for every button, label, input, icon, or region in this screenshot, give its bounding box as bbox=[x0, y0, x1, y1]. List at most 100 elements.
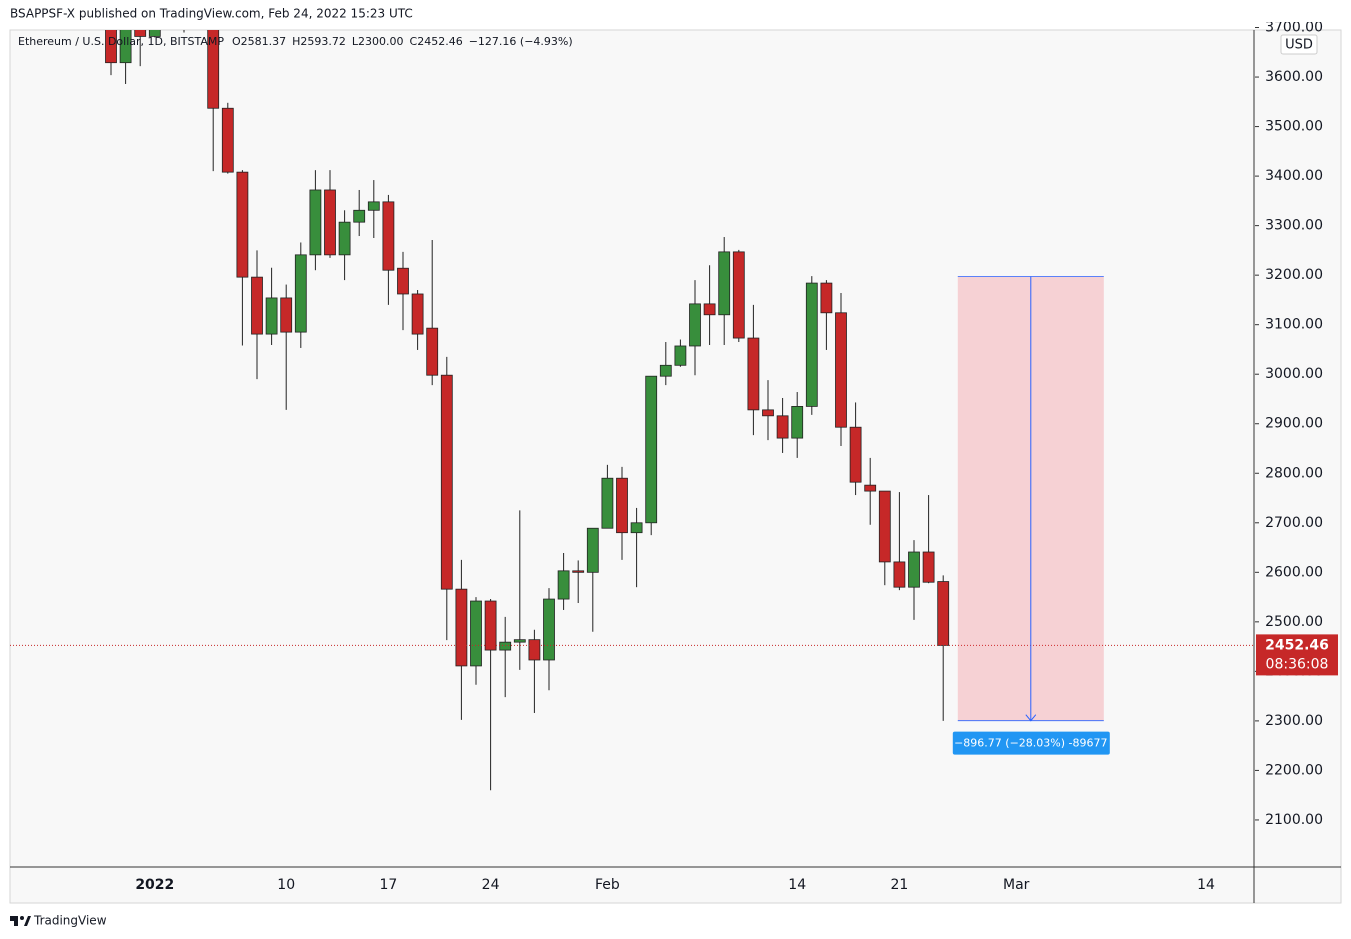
candle-body bbox=[309, 189, 322, 256]
candle-body bbox=[148, 30, 161, 37]
candle-body bbox=[367, 201, 380, 211]
candle-body bbox=[134, 30, 147, 37]
candle-body bbox=[747, 337, 760, 411]
candle-body bbox=[455, 588, 468, 667]
y-tick-label: 3400.00 bbox=[1265, 168, 1323, 184]
y-tick-label: 3500.00 bbox=[1265, 119, 1323, 135]
candle-body bbox=[221, 107, 234, 173]
currency-box bbox=[1280, 34, 1318, 55]
candle-body bbox=[908, 551, 920, 588]
measure-label-box bbox=[952, 731, 1110, 755]
legend-high: H2593.72 bbox=[292, 35, 346, 48]
y-tick-label: 3200.00 bbox=[1265, 267, 1323, 283]
candle-body bbox=[864, 484, 877, 492]
footer-brand: TradingView bbox=[33, 914, 107, 928]
candle-body bbox=[893, 561, 906, 588]
candle-body bbox=[820, 282, 833, 314]
x-tick-label: 2022 bbox=[135, 877, 174, 893]
candle-body bbox=[543, 598, 555, 661]
candle-body bbox=[484, 600, 497, 651]
candle-body bbox=[791, 406, 804, 439]
y-tick-label: 2200.00 bbox=[1265, 762, 1323, 778]
y-tick-label: 3100.00 bbox=[1265, 317, 1323, 333]
candle-body bbox=[674, 345, 687, 366]
candle-body bbox=[513, 639, 526, 643]
publish-header: BSAPPSF-X published on TradingView.com, … bbox=[10, 7, 413, 21]
logo bbox=[10, 916, 31, 926]
candle-body bbox=[470, 600, 482, 667]
candle-body bbox=[528, 639, 541, 661]
legend-change: −127.16 (−4.93%) bbox=[469, 35, 573, 48]
plot bbox=[10, 30, 1254, 791]
candle-body bbox=[689, 303, 701, 347]
legend-low: L2300.00 bbox=[352, 35, 404, 48]
candle-body bbox=[119, 30, 132, 64]
candle-body bbox=[265, 297, 278, 335]
y-tick-label: 2100.00 bbox=[1265, 812, 1323, 828]
y-tick-label: 2900.00 bbox=[1265, 416, 1323, 432]
candle-body bbox=[586, 527, 599, 573]
candle-body bbox=[294, 254, 307, 333]
legend-open: O2581.37 bbox=[232, 35, 286, 48]
candle-body bbox=[703, 303, 716, 316]
y-tick-label: 2300.00 bbox=[1265, 713, 1323, 729]
y-tick-label: 2700.00 bbox=[1265, 515, 1323, 531]
x-tick-label: Feb bbox=[595, 877, 620, 893]
y-tick-label: 3600.00 bbox=[1265, 69, 1323, 85]
candle-body bbox=[776, 415, 789, 439]
candle-body bbox=[557, 570, 570, 600]
last-price-label: 2452.46 bbox=[1265, 637, 1329, 653]
candle-body bbox=[207, 30, 220, 109]
x-tick-label: 21 bbox=[890, 877, 908, 893]
candle-body bbox=[878, 490, 891, 563]
candle-body bbox=[324, 189, 336, 256]
candle-body bbox=[616, 477, 628, 534]
candle-body bbox=[732, 251, 745, 339]
measure-label: −896.77 (−28.03%) -89677 bbox=[954, 737, 1107, 750]
candle-body bbox=[338, 221, 351, 256]
candle-body bbox=[426, 327, 439, 376]
candle-body bbox=[105, 30, 117, 64]
x-tick-label: 14 bbox=[1197, 877, 1215, 893]
candle-body bbox=[251, 276, 263, 335]
overlay: 2022 10 17 24 Feb 14 21 Mar 14 −896.77 (−28.03%) … bbox=[135, 634, 1338, 893]
measure-arrowhead bbox=[1025, 714, 1037, 722]
last-price-tag bbox=[1256, 634, 1338, 676]
candle-body bbox=[630, 522, 643, 534]
candle-body bbox=[601, 477, 614, 529]
candle-body bbox=[440, 374, 453, 590]
candle-body bbox=[397, 267, 409, 295]
symbol: Ethereum / U.S. Dollar, 1D, BITSTAMP bbox=[18, 35, 224, 48]
y-tick-label: 3000.00 bbox=[1265, 366, 1323, 382]
candle-body bbox=[659, 364, 672, 377]
candle-body bbox=[411, 293, 424, 335]
y-tick-label: 2500.00 bbox=[1265, 614, 1323, 630]
x-tick-label: Mar bbox=[1003, 877, 1030, 893]
x-tick-label: 10 bbox=[277, 877, 295, 893]
candle-body bbox=[805, 282, 818, 407]
y-tick-label: 2800.00 bbox=[1265, 465, 1323, 481]
candle-body bbox=[849, 426, 862, 483]
x-tick-label: 17 bbox=[379, 877, 397, 893]
y-tick-label: 2600.00 bbox=[1265, 564, 1323, 580]
currency: USD bbox=[1285, 38, 1313, 53]
legend-close: C2452.46 bbox=[410, 35, 463, 48]
candle-body bbox=[922, 551, 935, 583]
countdown: 08:36:08 bbox=[1266, 656, 1329, 672]
symbol-legend: Ethereum / U.S. Dollar, 1D, BITSTAMP O258… bbox=[18, 35, 573, 48]
chart-frame bbox=[9, 29, 1342, 904]
candle-body bbox=[353, 209, 366, 223]
candle-body bbox=[382, 201, 395, 271]
y-tick-label: 3300.00 bbox=[1265, 218, 1323, 234]
candle-body bbox=[835, 312, 847, 428]
x-tick-label: 14 bbox=[788, 877, 806, 893]
x-tick-label: 24 bbox=[482, 877, 500, 893]
candle-body bbox=[718, 251, 731, 316]
candle-body bbox=[280, 297, 293, 333]
candle-body bbox=[937, 581, 950, 646]
candle-body bbox=[499, 641, 512, 651]
candle-body bbox=[762, 409, 774, 417]
candle-body bbox=[572, 570, 585, 573]
candle-body bbox=[236, 171, 249, 278]
